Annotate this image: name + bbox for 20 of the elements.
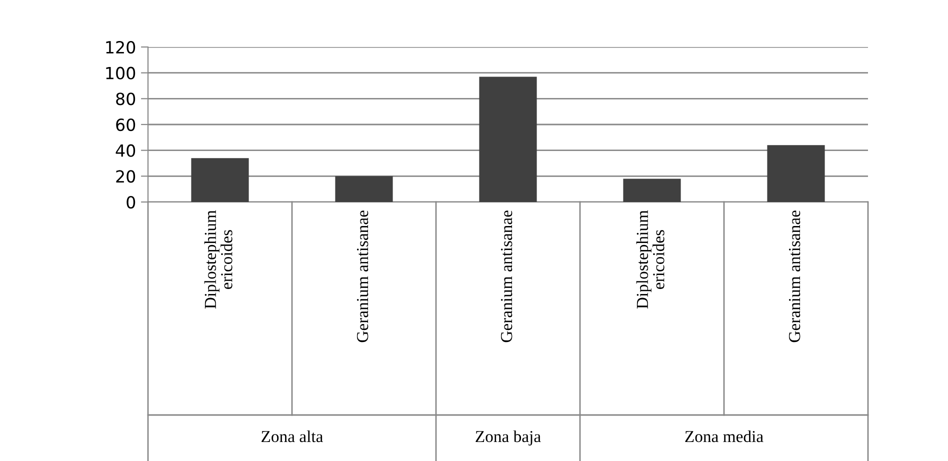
bar: [623, 178, 681, 202]
x-tick-label: Diplostephium ericoides: [204, 210, 232, 309]
x-tick-label: Geranium antisanae: [500, 210, 512, 342]
bar: [479, 76, 537, 202]
y-tick-label: 60: [116, 118, 136, 132]
bar: [335, 176, 393, 202]
y-tick-label: 80: [116, 92, 136, 106]
text: Zona baja: [476, 430, 541, 446]
y-tick-label: 40: [116, 144, 136, 157]
x-tick-label: Geranium antisanae: [788, 210, 800, 342]
y-tick-label: 20: [116, 170, 136, 183]
bar: [191, 158, 249, 202]
text: Zona media: [685, 430, 764, 442]
text: Zona alta: [262, 430, 324, 442]
bar: [767, 145, 825, 202]
x-tick-label: Geranium antisanae: [356, 210, 368, 342]
y-tick-label: 0: [126, 196, 136, 209]
x-tick-label: Diplostephium ericoides: [636, 210, 664, 309]
y-tick-label: 100: [106, 66, 136, 80]
y-tick-label: 120: [106, 40, 136, 54]
